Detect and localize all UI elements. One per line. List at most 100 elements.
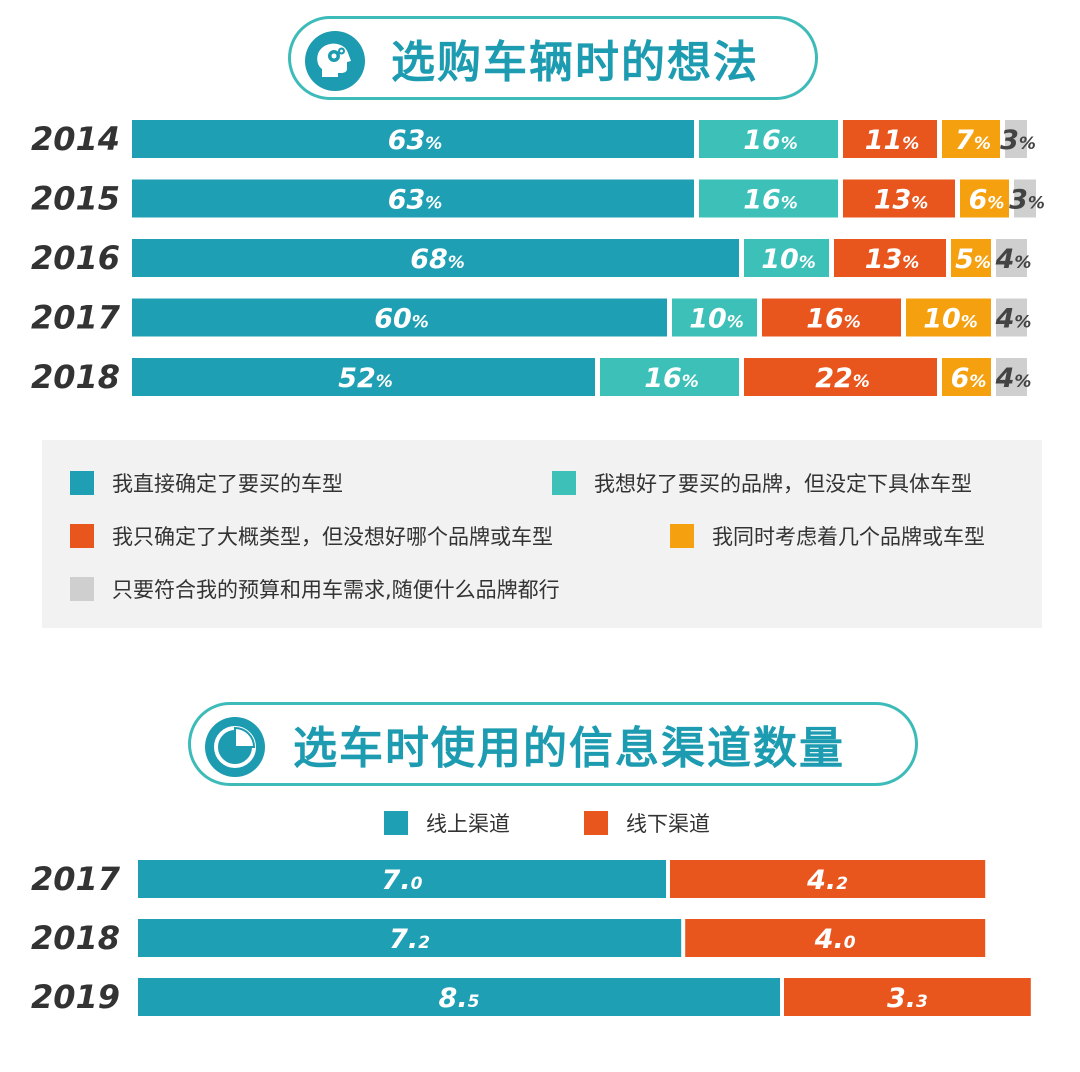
bar-segment — [744, 239, 829, 277]
bar-segment — [942, 120, 1000, 158]
legend-item-1: 我直接确定了要买的车型 — [70, 468, 343, 498]
legend-label: 我直接确定了要买的车型 — [112, 472, 343, 496]
bar-segment — [996, 358, 1027, 396]
data-label: 16% — [644, 363, 699, 394]
bar-segment — [784, 978, 1031, 1016]
purchase-intent-chart: 2014 63% 16% 11% 7% 3%2015 63% 16% 13% 6% 3%2016 68… — [31, 120, 1045, 396]
data-label: 7.0 — [382, 865, 423, 896]
legend-swatch — [552, 471, 576, 495]
legend-swatch — [670, 524, 694, 548]
section1-title-pill: 选购车辆时的想法 — [288, 16, 818, 100]
legend-item-5: 只要符合我的预算和用车需求,随便什么品牌都行 — [70, 574, 560, 604]
bar-segment — [600, 358, 739, 396]
bar-segment — [670, 860, 986, 898]
bar-segment — [132, 239, 739, 277]
legend-item-offline: 线下渠道 — [584, 808, 710, 838]
data-label: 4% — [995, 304, 1032, 335]
legend-label: 只要符合我的预算和用车需求,随便什么品牌都行 — [112, 578, 560, 602]
bar-segment — [138, 978, 780, 1016]
data-label: 10% — [923, 304, 978, 335]
bar-segment — [138, 919, 682, 957]
bar-segment — [906, 298, 991, 337]
data-label: 10% — [689, 304, 744, 335]
legend-item-online: 线上渠道 — [384, 808, 510, 838]
legend-swatch — [70, 471, 94, 495]
data-label: 3% — [1009, 185, 1045, 216]
data-label: 16% — [743, 125, 798, 156]
data-label: 63% — [388, 185, 443, 216]
data-label: 3.3 — [887, 983, 928, 1014]
bar-segment — [996, 298, 1027, 337]
category-label: 2016 — [31, 239, 120, 277]
legend-label: 我只确定了大概类型，但没想好哪个品牌或车型 — [112, 525, 553, 549]
bar-segment — [762, 298, 901, 337]
section1-title: 选购车辆时的想法 — [391, 37, 759, 88]
data-label: 7.2 — [389, 924, 430, 955]
legend-swatch — [70, 524, 94, 548]
pie-chart-icon — [205, 717, 265, 777]
data-label: 22% — [815, 363, 870, 394]
chart1-legend: 我直接确定了要买的车型 我想好了要买的品牌，但没定下具体车型 我只确定了大概类型… — [42, 440, 1042, 628]
data-label: 13% — [865, 244, 920, 275]
legend-swatch — [584, 811, 608, 835]
data-label: 68% — [410, 244, 465, 275]
data-label: 52% — [338, 363, 393, 394]
data-label: 16% — [743, 185, 798, 216]
bar-segment — [843, 120, 937, 158]
bar-segment — [843, 179, 955, 218]
data-label: 7% — [955, 125, 991, 156]
bar-segment — [132, 179, 694, 218]
bar-segment — [942, 358, 991, 396]
data-label: 6% — [951, 363, 987, 394]
category-label: 2019 — [31, 978, 120, 1016]
bar-segment — [699, 120, 838, 158]
data-label: 16% — [806, 304, 861, 335]
data-label: 10% — [761, 244, 816, 275]
data-label: 13% — [874, 185, 929, 216]
info-channels-chart: 2017 7.0 4.2 2018 7.2 4.0 2019 8.5 3.3 — [31, 860, 1031, 1016]
data-label: 4.2 — [806, 865, 848, 896]
legend-label: 我想好了要买的品牌，但没定下具体车型 — [594, 472, 972, 496]
category-label: 2017 — [31, 299, 121, 337]
legend-label: 线上渠道 — [426, 812, 510, 836]
data-label: 3% — [1000, 125, 1036, 156]
section2-title-pill: 选车时使用的信息渠道数量 — [188, 702, 918, 786]
data-label: 60% — [374, 304, 429, 335]
legend-swatch — [384, 811, 408, 835]
data-label: 8.5 — [439, 983, 480, 1014]
legend-item-4: 我同时考虑着几个品牌或车型 — [670, 521, 985, 551]
bar-segment — [672, 298, 757, 337]
data-label: 6% — [969, 185, 1005, 216]
data-label: 11% — [865, 125, 920, 156]
legend-item-3: 我只确定了大概类型，但没想好哪个品牌或车型 — [70, 521, 553, 551]
bar-segment — [132, 120, 694, 158]
legend-label: 我同时考虑着几个品牌或车型 — [712, 525, 985, 549]
bar-segment — [960, 179, 1009, 218]
data-label: 4% — [995, 363, 1032, 394]
bar-segment — [132, 298, 667, 337]
category-label: 2018 — [31, 358, 120, 396]
category-label: 2015 — [31, 180, 120, 218]
data-label: 5% — [955, 244, 991, 275]
bar-segment — [744, 358, 937, 396]
legend-item-2: 我想好了要买的品牌，但没定下具体车型 — [552, 468, 972, 498]
chart2-legend: 线上渠道 线下渠道 — [0, 808, 1080, 840]
category-label: 2018 — [31, 919, 120, 957]
bar-segment — [951, 239, 991, 277]
data-label: 4.0 — [814, 924, 856, 955]
bar-segment — [1014, 179, 1036, 218]
category-label: 2014 — [31, 120, 120, 158]
category-label: 2017 — [31, 860, 121, 898]
bar-segment — [699, 179, 838, 218]
bar-segment — [996, 239, 1027, 277]
data-label: 63% — [388, 125, 443, 156]
bar-segment — [1005, 120, 1027, 158]
section2-title: 选车时使用的信息渠道数量 — [293, 723, 845, 774]
legend-label: 线下渠道 — [626, 812, 710, 836]
data-label: 4% — [995, 244, 1032, 275]
legend-swatch — [70, 577, 94, 601]
head-gears-icon — [305, 31, 365, 91]
bar-segment — [132, 358, 595, 396]
bar-segment — [685, 919, 986, 957]
bar-segment — [834, 239, 946, 277]
